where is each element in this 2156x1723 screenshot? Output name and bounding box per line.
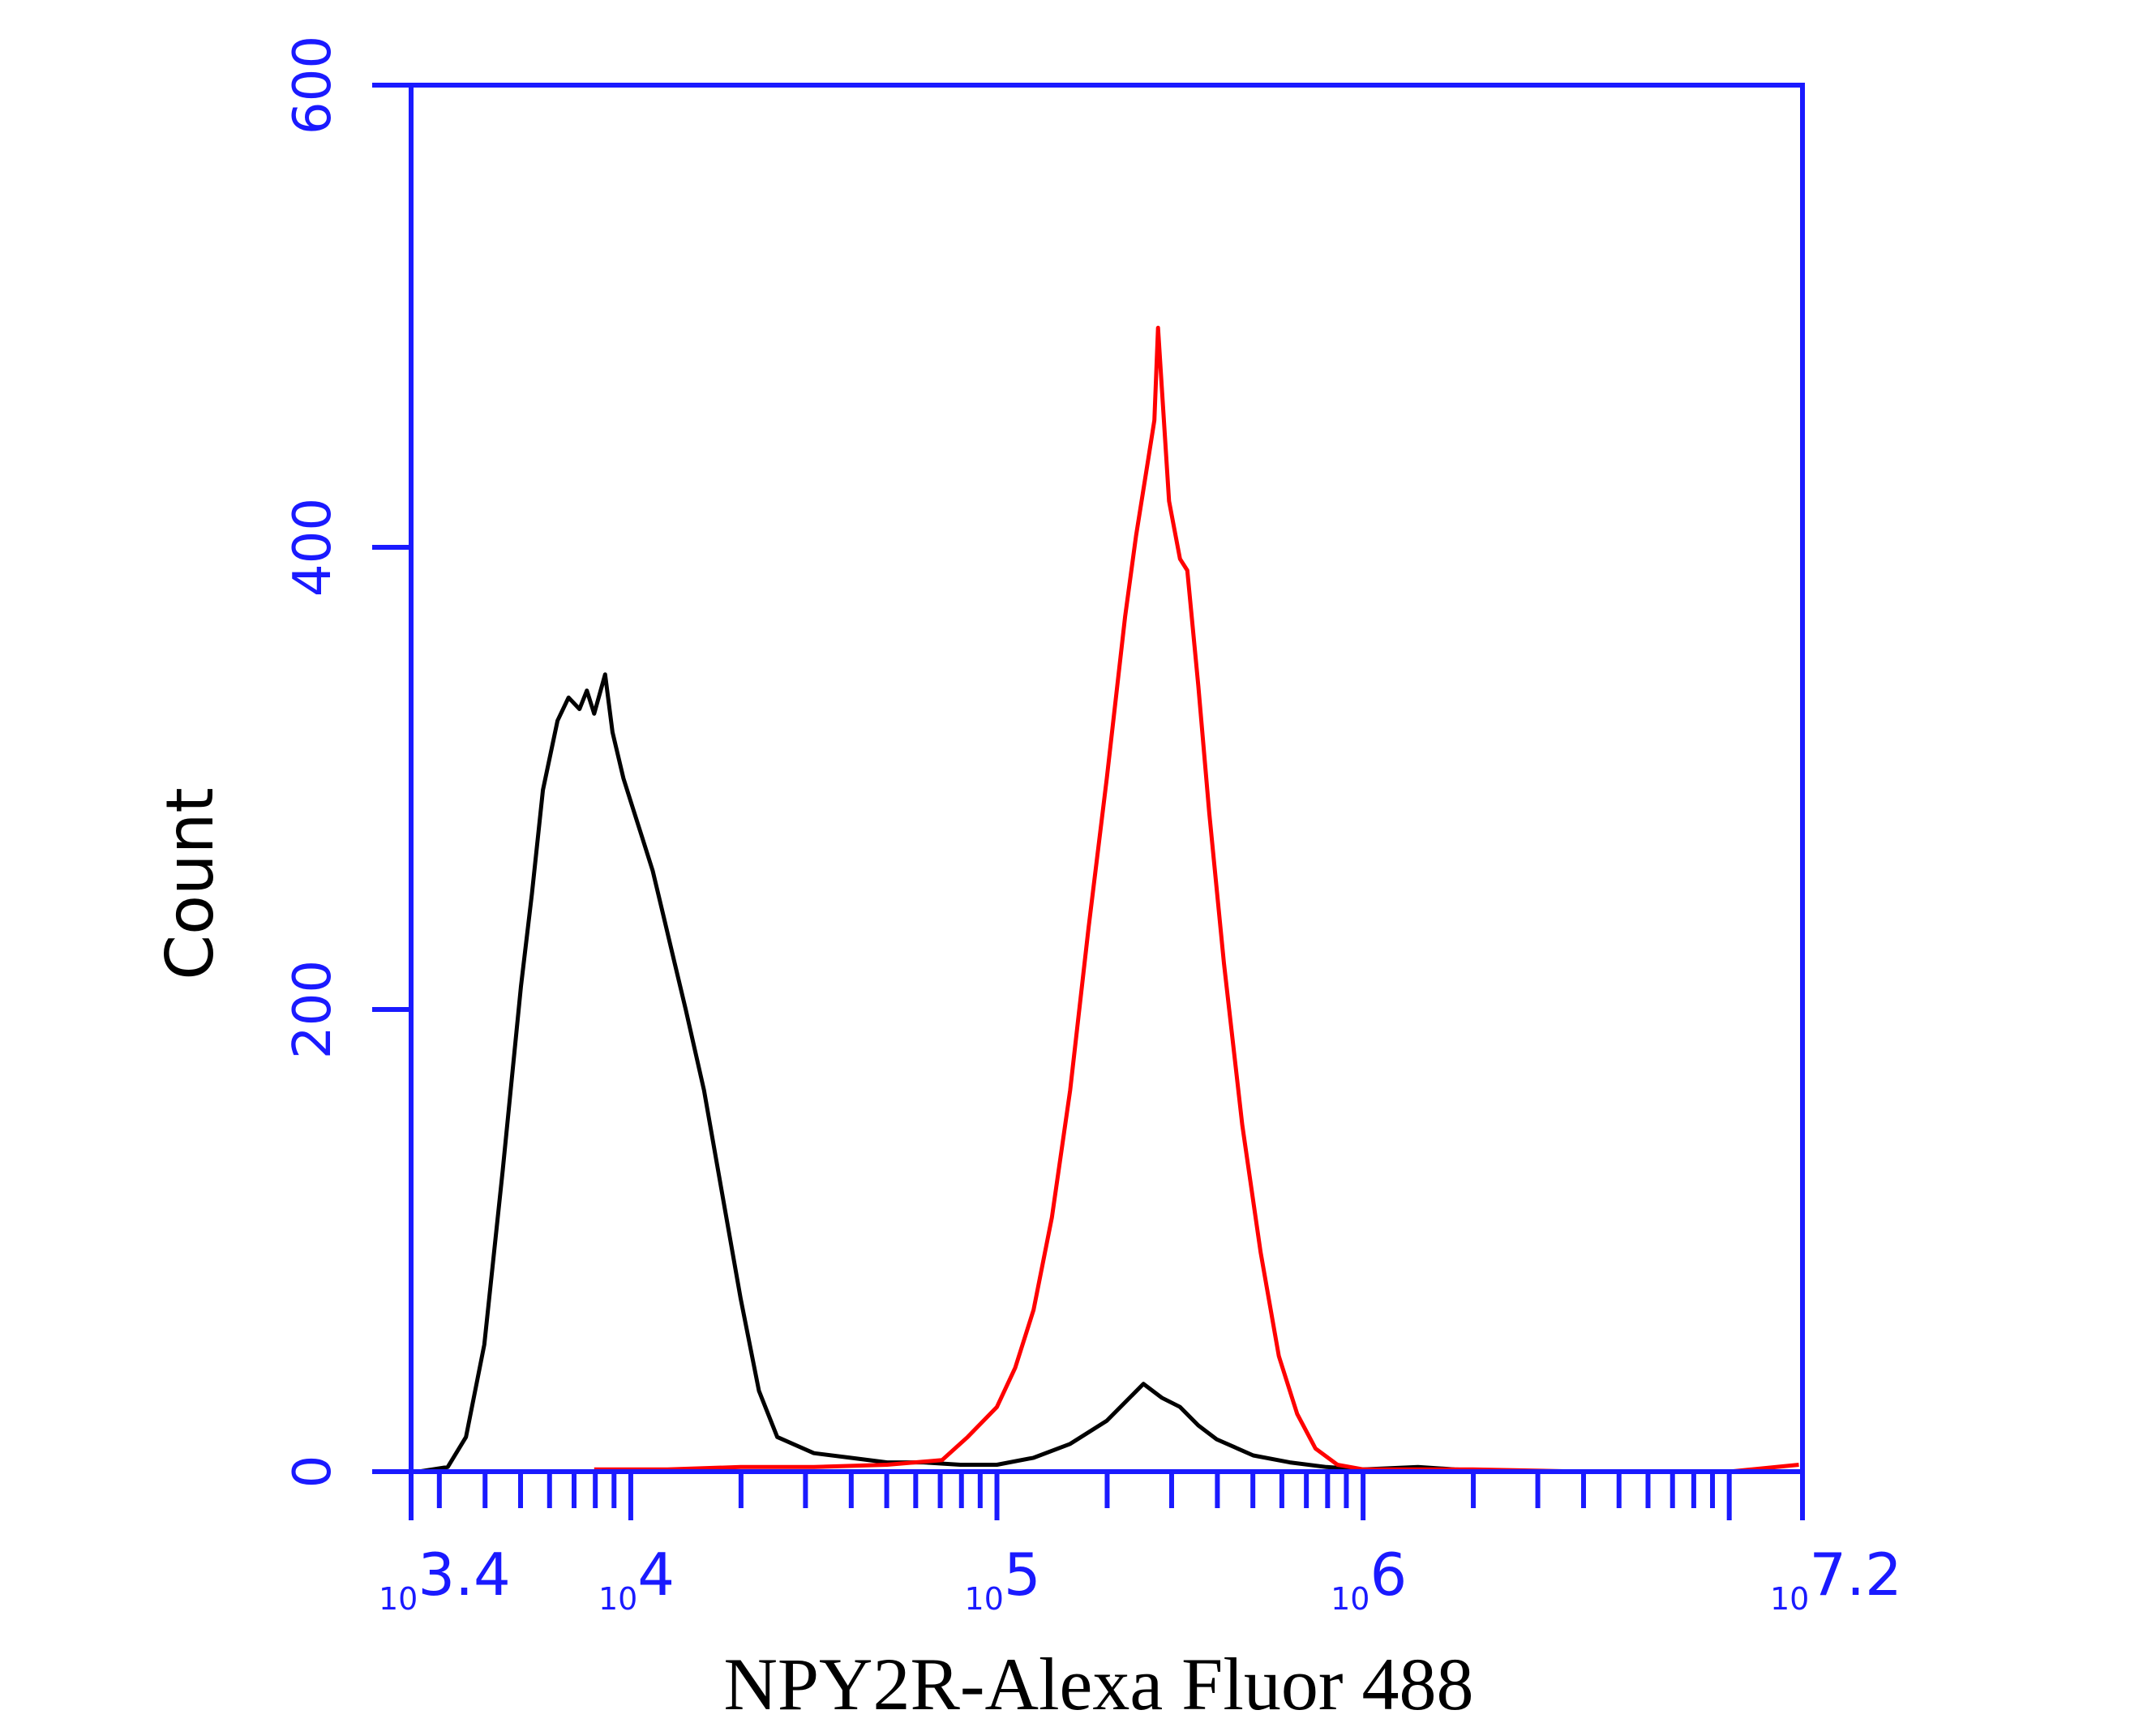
y-axis-title: Count	[152, 787, 228, 980]
axes	[372, 83, 1805, 1520]
y-tick-label: 200	[283, 960, 343, 1059]
x-tick-base: 10	[965, 1581, 1004, 1617]
x-tick-power: 6	[1369, 1541, 1407, 1609]
x-tick-power: 7.2	[1809, 1541, 1902, 1609]
x-tick-power: 4	[637, 1541, 675, 1609]
x-tick-power: 3.4	[418, 1541, 511, 1609]
x-tick-power: 5	[1004, 1541, 1041, 1609]
x-tick-base: 10	[1331, 1581, 1369, 1617]
x-tick-label: 103.4	[379, 1541, 511, 1617]
x-axis-title: NPY2R-Alexa Fluor 488	[723, 1643, 1473, 1723]
x-tick-label: 105	[965, 1541, 1041, 1617]
x-tick-base: 10	[379, 1581, 418, 1617]
y-tick-label: 0	[283, 1455, 343, 1489]
histogram-series-1	[418, 672, 1510, 1474]
histogram-series-2	[594, 325, 1799, 1474]
x-tick-label: 106	[1331, 1541, 1407, 1617]
y-tick-label: 600	[283, 36, 343, 135]
series-layer	[418, 325, 1799, 1474]
x-tick-label: 104	[598, 1541, 675, 1617]
x-tick-base: 10	[598, 1581, 637, 1617]
x-tick-base: 10	[1770, 1581, 1809, 1617]
x-tick-label: 107.2	[1770, 1541, 1902, 1617]
y-tick-label: 400	[283, 498, 343, 597]
